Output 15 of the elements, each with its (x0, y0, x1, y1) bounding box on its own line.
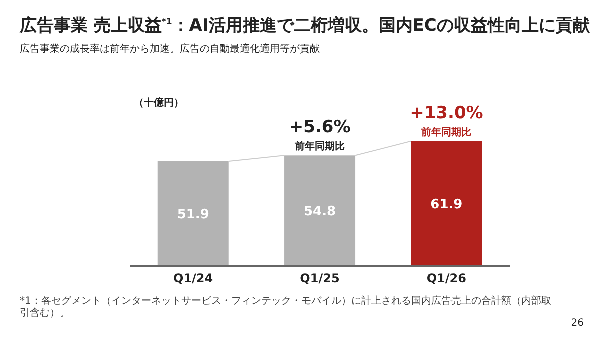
data-label: 51.9 (177, 207, 210, 222)
x-tick-label: Q1/24 (174, 272, 214, 286)
x-tick-label: Q1/26 (426, 272, 466, 286)
annotation: +13.0% (410, 103, 484, 124)
text: 26 (571, 318, 584, 329)
chart-title: 広告事業 売上収益$^{*1}$：AI活用推進で二桁増収。国内ECの収益性向上に貢献 (20, 15, 590, 37)
data-label: 54.8 (304, 204, 336, 220)
annotation: 前年同期比 (294, 140, 346, 153)
chart-subtitle: 広告事業の成長率は前年から加速。広告の自動最適化適用等が貢献 (20, 42, 320, 56)
data-label: 61.9 (430, 197, 463, 212)
annotation: 前年同期比 (420, 126, 472, 138)
x-tick-label: Q1/25 (300, 272, 340, 286)
y-axis-title: （十億円） (134, 96, 184, 110)
annotation: +5.6% (289, 118, 351, 138)
text: *1：各セグメント（インターネットサービス・フィンテック・モバイル）に計上される国内広告売上の合計額（内部取引含む）。 (20, 296, 552, 320)
